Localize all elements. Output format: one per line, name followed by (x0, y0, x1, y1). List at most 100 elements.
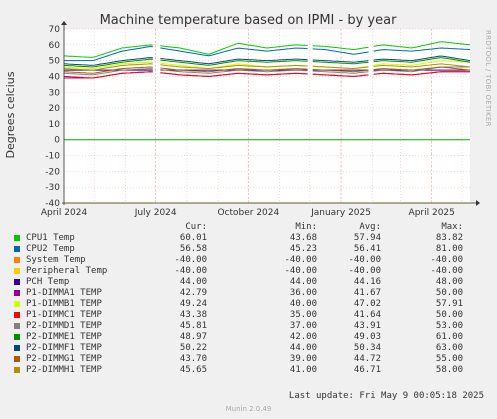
legend-cur-value: -40.00 (174, 266, 207, 276)
legend-label: P2-DIMMG1 TEMP (26, 354, 102, 364)
legend-min-value: 35.00 (289, 310, 317, 320)
legend-cur-value: 43.38 (179, 310, 207, 320)
x-axis-arrow (476, 200, 480, 206)
legend-swatch (14, 345, 20, 351)
legend-cur-value: 49.24 (179, 299, 207, 309)
series-line-p2-dimmg1-temp (63, 66, 471, 74)
legend-max-value: 55.00 (435, 354, 463, 364)
legend-min-value: 44.00 (289, 277, 317, 287)
legend-cur-value: 42.79 (179, 288, 207, 298)
legend-min-value: 45.23 (289, 244, 317, 254)
legend-avg-value: 50.34 (353, 343, 381, 353)
legend-row-cpu1-temp: CPU1 Temp 60.01 43.68 57.94 83.82 (0, 233, 497, 244)
y-tick-label: 0 (54, 136, 60, 146)
legend-avg-value: 44.72 (353, 354, 381, 364)
legend-min-value: 41.00 (289, 365, 317, 375)
legend-max-value: 61.00 (435, 332, 463, 342)
x-tick-label: April 2025 (409, 208, 455, 218)
legend-label: Peripheral Temp (26, 266, 108, 276)
legend-row-p2-dimmh1-temp: P2-DIMMH1 TEMP 45.65 41.00 46.71 58.00 (0, 365, 497, 376)
legend-max-value: -40.00 (430, 255, 463, 265)
legend-avg-value: -40.00 (348, 255, 381, 265)
series-line-p2-dimmh1-temp (63, 63, 471, 71)
legend-max-value: -40.00 (430, 266, 463, 276)
legend-row-p1-dimma1-temp: P1-DIMMA1 TEMP 42.79 36.00 41.67 50.00 (0, 288, 497, 299)
legend-swatch (14, 257, 20, 263)
y-tick-label: -20 (45, 167, 60, 177)
legend-avg-value: 41.67 (353, 288, 381, 298)
legend-max-value: 63.00 (435, 343, 463, 353)
legend-label: CPU1 Temp (26, 233, 75, 243)
legend-max-value: 53.00 (435, 321, 463, 331)
legend-max-value: 57.91 (435, 299, 463, 309)
y-axis-arrow (61, 21, 67, 25)
x-tick-label: April 2024 (41, 208, 88, 218)
series-line-cpu1-temp (63, 41, 471, 58)
legend-avg-value: -40.00 (348, 266, 381, 276)
legend-row-peripheral-temp: Peripheral Temp -40.00 -40.00 -40.00 -40.00 (0, 266, 497, 277)
legend-avg-value: 57.94 (353, 233, 381, 243)
legend-row-p1-dimmc1-temp: P1-DIMMC1 TEMP 43.38 35.00 41.64 50.00 (0, 310, 497, 321)
munin-version: Munin 2.0.49 (225, 405, 272, 413)
legend-cur-value: 45.65 (179, 365, 207, 375)
legend-cur-value: 45.81 (179, 321, 207, 331)
x-tick-label: January 2025 (310, 208, 371, 218)
legend-swatch (14, 268, 20, 274)
series-line-p2-dimmf1-temp (63, 55, 471, 66)
legend-max-value: 50.00 (435, 310, 463, 320)
series-line-p2-dimmd1-temp (63, 66, 470, 76)
legend-max-value: 58.00 (435, 365, 463, 375)
legend-swatch (14, 301, 20, 307)
legend-label: PCH Temp (26, 277, 70, 287)
last-update: Last update: Fri May 9 00:05:18 2025 (288, 391, 484, 401)
legend-max-value: 50.00 (435, 288, 463, 298)
legend-row-cpu2-temp: CPU2 Temp 56.58 45.23 56.41 81.00 (0, 244, 497, 255)
legend-min-value: 37.00 (289, 321, 317, 331)
legend-cur-value: 43.70 (179, 354, 207, 364)
y-tick-label: 30 (49, 88, 61, 98)
legend-min-value: -40.00 (284, 266, 317, 276)
side-label: RRDTOOL / TOBI OETIKER (484, 30, 492, 127)
legend-max-value: 83.82 (435, 233, 463, 243)
legend-avg-value: 43.91 (353, 321, 381, 331)
col-cur-header: Cur: (185, 222, 207, 232)
legend-row-p2-dimmd1-temp: P2-DIMMD1 TEMP 45.81 37.00 43.91 53.00 (0, 321, 497, 332)
legend-cur-value: 56.58 (179, 244, 207, 254)
legend-min-value: 44.00 (289, 343, 317, 353)
legend-row-p2-dimmg1-temp: P2-DIMMG1 TEMP 43.70 39.00 44.72 55.00 (0, 354, 497, 365)
legend-max-value: 81.00 (435, 244, 463, 254)
legend-swatch (14, 356, 20, 362)
legend-label: P2-DIMMF1 TEMP (26, 343, 102, 353)
legend-cur-value: 48.97 (179, 332, 207, 342)
legend-min-value: -40.00 (284, 255, 317, 265)
col-min-header: Min: (295, 222, 317, 232)
legend-avg-value: 46.71 (353, 365, 381, 375)
y-tick-label: 20 (49, 104, 61, 114)
plot-area (64, 29, 470, 203)
series-line-p1-dimmb1-temp (63, 60, 471, 70)
legend-cur-value: 60.01 (179, 233, 207, 243)
series-line-p2-dimme1-temp (63, 57, 471, 68)
chart-title: Machine temperature based on IPMI - by y… (100, 13, 398, 28)
legend-avg-value: 56.41 (353, 244, 381, 254)
legend-min-value: 39.00 (289, 354, 317, 364)
x-tick-label: October 2024 (217, 208, 279, 218)
legend-row-p2-dimme1-temp: P2-DIMME1 TEMP 48.97 42.00 49.03 61.00 (0, 332, 497, 343)
legend-label: P1-DIMMB1 TEMP (26, 299, 102, 309)
legend-label: System Temp (26, 255, 86, 265)
y-tick-label: 60 (49, 41, 61, 51)
x-tick-label: July 2024 (134, 208, 177, 218)
legend-label: P2-DIMMH1 TEMP (26, 365, 102, 375)
y-axis-label: Degrees celcius (4, 71, 17, 158)
y-tick-label: 70 (49, 25, 61, 35)
legend-min-value: 43.68 (289, 233, 317, 243)
legend-min-value: 42.00 (289, 332, 317, 342)
legend-cur-value: -40.00 (174, 255, 207, 265)
legend-swatch (14, 334, 20, 340)
y-tick-label: 50 (49, 57, 61, 67)
y-tick-label: 10 (49, 120, 61, 130)
chart: Machine temperature based on IPMI - by y… (4, 13, 492, 218)
legend-swatch (14, 312, 20, 318)
legend-swatch (14, 246, 20, 252)
